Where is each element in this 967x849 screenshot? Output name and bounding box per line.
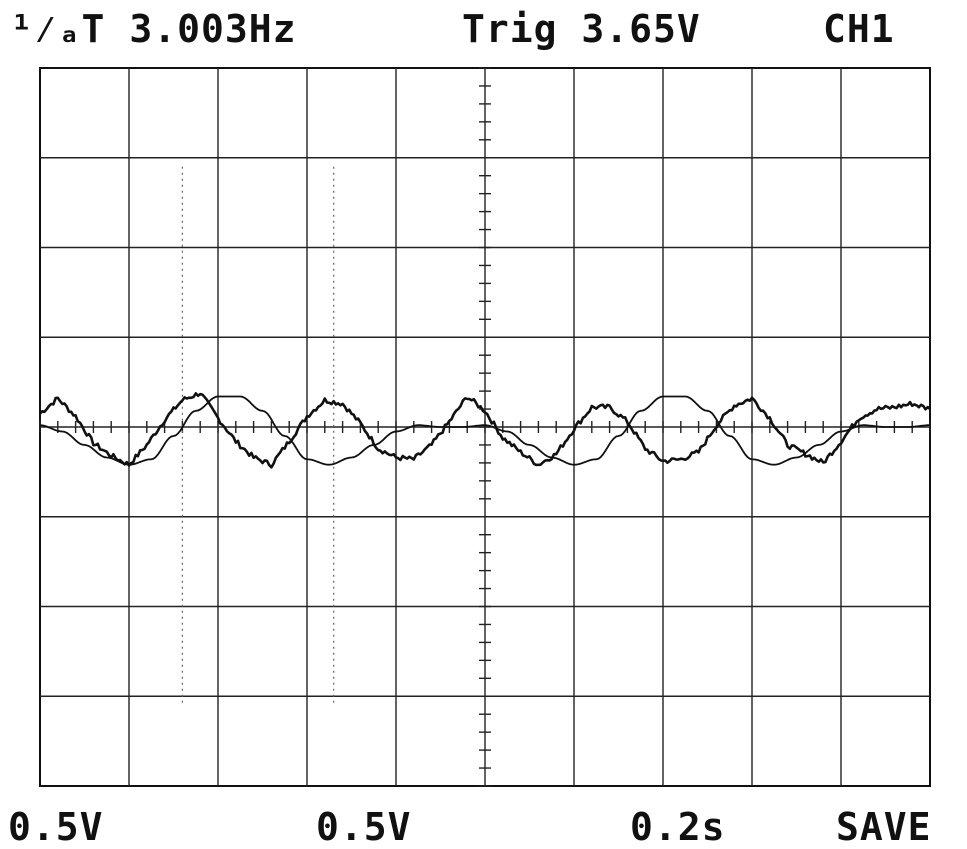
waveform-traces <box>39 392 931 469</box>
ch1-volts-per-div: 0.5V <box>8 805 104 849</box>
ch2-volts-per-div: 0.5V <box>316 805 412 849</box>
trace-noisy <box>39 392 931 469</box>
center-axis-ticks <box>39 67 931 787</box>
channel-readout: CH1 <box>823 7 895 51</box>
trace-smooth <box>39 395 930 466</box>
timebase-readout: 0.2s <box>630 805 726 849</box>
frequency-readout: ¹⁄ₐT 3.003Hz <box>10 7 297 51</box>
trigger-readout: Trig 3.65V <box>462 7 701 51</box>
save-mode-readout: SAVE <box>836 805 932 849</box>
